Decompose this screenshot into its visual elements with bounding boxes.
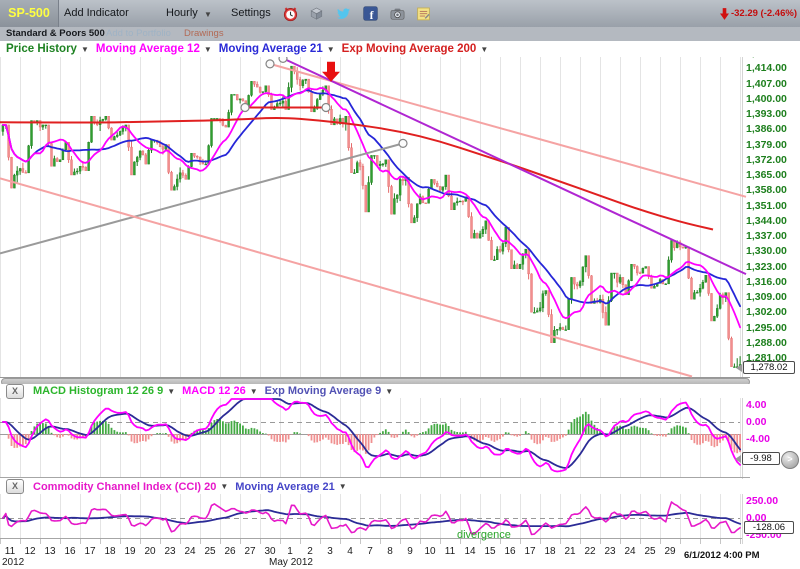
legend-macd-signal[interactable]: Exp Moving Average 9 ▼	[265, 385, 393, 397]
year-label: 2012	[2, 557, 24, 568]
notes-icon[interactable]	[415, 5, 432, 22]
chevron-down-icon: ▼	[385, 387, 393, 396]
chevron-down-icon: ▼	[220, 482, 228, 491]
legend-macd-lines[interactable]: MACD 12 26 ▼	[182, 385, 258, 397]
symbol-subbar: Standard & Poors 500 Add to Portfolio Dr…	[0, 27, 800, 42]
legend-moving-average-21[interactable]: Moving Average 21 ▼	[219, 43, 335, 55]
legend-cci-ma[interactable]: Moving Average 21 ▼	[235, 481, 346, 493]
drawings-link[interactable]: Drawings	[184, 27, 224, 41]
legend-price-history[interactable]: Price History ▼	[6, 43, 89, 55]
chevron-down-icon: ▼	[204, 1, 212, 28]
chevron-down-icon: ▼	[204, 45, 212, 54]
toolbar: SP-500 Add Indicator Hourly ▼ Settings f	[0, 0, 800, 28]
macd-pane-header: X MACD Histogram 12 26 9 ▼ MACD 12 26 ▼ …	[0, 384, 800, 398]
cci-value-box: -128.06	[744, 521, 794, 534]
chevron-down-icon: ▼	[167, 387, 175, 396]
close-icon[interactable]: X	[6, 384, 24, 399]
legend-macd-histogram[interactable]: MACD Histogram 12 26 9 ▼	[33, 385, 175, 397]
cube-icon[interactable]	[308, 5, 325, 22]
cci-pane-header: X Commodity Channel Index (CCI) 20 ▼ Mov…	[0, 479, 800, 494]
add-indicator-button[interactable]: Add Indicator	[64, 0, 129, 27]
month-label: May 2012	[262, 557, 320, 568]
chevron-down-icon: ▼	[81, 45, 89, 54]
last-bar-timestamp: 6/1/2012 4:00 PM	[684, 550, 760, 561]
close-icon[interactable]: X	[6, 479, 24, 494]
symbol-full-name: Standard & Poors 500	[6, 27, 105, 41]
legend-exp-moving-average-200[interactable]: Exp Moving Average 200 ▼	[342, 43, 489, 55]
divergence-annotation: divergence	[457, 529, 511, 541]
down-arrow-icon	[720, 8, 729, 20]
settings-button[interactable]: Settings	[231, 0, 271, 27]
symbol-tab[interactable]: SP-500	[0, 0, 59, 27]
macd-value-box: -9.98	[742, 452, 780, 465]
chevron-down-icon: ▼	[327, 45, 335, 54]
facebook-icon[interactable]: f	[362, 5, 379, 22]
interval-dropdown[interactable]: Hourly ▼	[166, 0, 198, 27]
legend-moving-average-12[interactable]: Moving Average 12 ▼	[96, 43, 212, 55]
twitter-icon[interactable]	[335, 5, 352, 22]
camera-icon[interactable]	[389, 5, 406, 22]
chevron-down-icon: ▼	[250, 387, 258, 396]
change-value: -32.29 (-2.46%)	[731, 0, 797, 27]
chevron-down-icon: ▼	[339, 482, 347, 491]
chevron-down-icon: ▼	[480, 45, 488, 54]
legend-cci[interactable]: Commodity Channel Index (CCI) 20 ▼	[33, 481, 228, 493]
add-to-portfolio-link[interactable]: Add to Portfolio	[106, 27, 171, 41]
interval-value: Hourly	[166, 7, 198, 19]
main-chart-legend: Price History ▼ Moving Average 12 ▼ Movi…	[0, 41, 800, 57]
svg-text:f: f	[370, 9, 374, 22]
scroll-right-button[interactable]: >	[781, 451, 799, 469]
alarm-clock-icon[interactable]	[282, 5, 299, 22]
macd-marker-arrow	[735, 455, 741, 463]
price-marker-arrow	[736, 364, 742, 372]
last-price-box: 1,278.02	[743, 361, 795, 374]
price-change-readout: -32.29 (-2.46%)	[720, 0, 797, 27]
charting-app-window: 1,421.001,414.001,407.001,400.001,393.00…	[0, 0, 800, 569]
